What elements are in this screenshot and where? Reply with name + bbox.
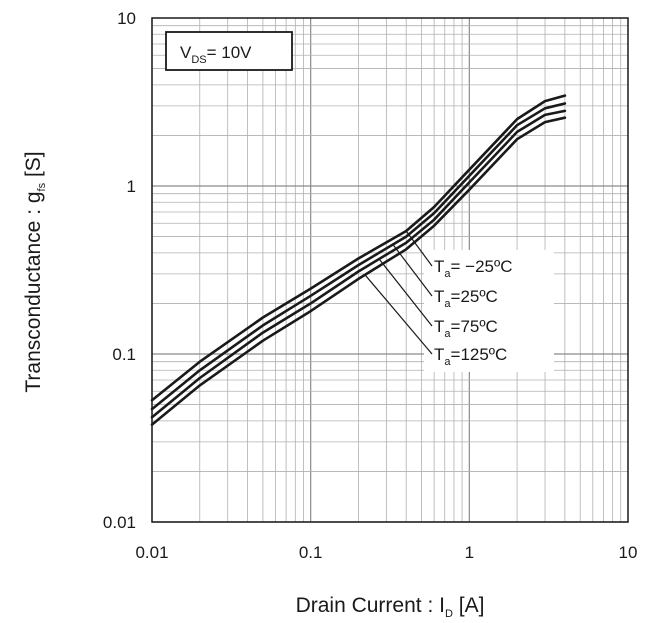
- x-tick-label: 1: [465, 543, 474, 562]
- condition-label: VDS= 10V: [180, 43, 252, 66]
- series-leader-line: [378, 258, 433, 327]
- y-tick-label: 10: [117, 9, 136, 28]
- x-axis-title: Drain Current : ID [A]: [296, 594, 485, 620]
- x-tick-label: 10: [619, 543, 638, 562]
- series-label: Ta=25ºC: [434, 287, 498, 310]
- series-labels: Ta= −25ºC Ta=25ºC Ta=75ºC Ta=125ºC: [364, 230, 554, 372]
- series-line: [150, 109, 567, 419]
- series-label: Ta=75ºC: [434, 317, 498, 340]
- series-line: [150, 102, 567, 411]
- series-line: [150, 116, 567, 426]
- series-label: Ta= −25ºC: [434, 257, 513, 280]
- x-tick-labels: 0.01 0.1 1 10: [135, 543, 637, 562]
- series-label: Ta=125ºC: [434, 345, 507, 368]
- y-tick-label: 1: [127, 177, 136, 196]
- plot-frame: [151, 17, 629, 523]
- series-leader-line: [405, 230, 433, 267]
- y-axis-title: Transconductance : gfs [S]: [22, 151, 48, 392]
- series-leader-line: [364, 274, 433, 355]
- x-tick-label: 0.01: [135, 543, 168, 562]
- label-backdrop: [424, 250, 554, 372]
- y-tick-label: 0.1: [112, 345, 136, 364]
- series-leader-line: [392, 244, 433, 297]
- condition-box: [165, 31, 293, 71]
- grid: [151, 18, 628, 523]
- x-tick-label: 0.1: [299, 543, 323, 562]
- y-tick-label: 0.01: [103, 513, 136, 532]
- y-tick-labels: 0.01 0.1 1 10: [103, 9, 136, 532]
